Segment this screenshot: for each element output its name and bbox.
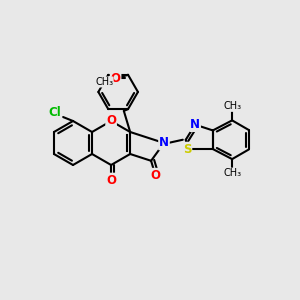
Text: CH₃: CH₃ — [223, 168, 241, 178]
Text: CH₃: CH₃ — [95, 77, 113, 87]
Text: Cl: Cl — [49, 106, 62, 119]
Text: O: O — [111, 72, 121, 85]
Text: S: S — [183, 142, 191, 155]
Text: O: O — [106, 115, 116, 128]
Text: CH₃: CH₃ — [223, 101, 241, 111]
Text: N: N — [190, 118, 200, 131]
Text: O: O — [106, 173, 116, 187]
Text: N: N — [159, 136, 169, 149]
Text: O: O — [150, 169, 161, 182]
